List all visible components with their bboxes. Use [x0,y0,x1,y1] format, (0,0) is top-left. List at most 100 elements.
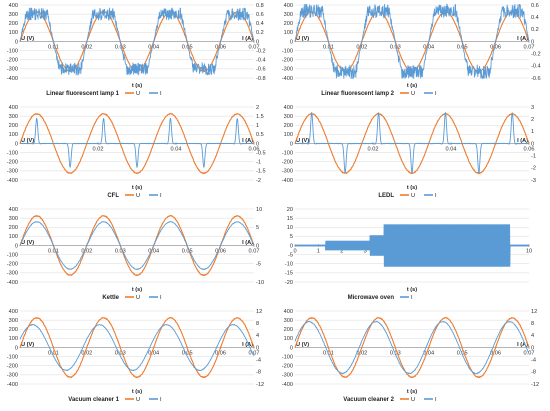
y-tick-right: -0.6 [531,76,541,82]
y-tick-right: 0 [531,345,534,351]
y-tick-left: 400 [9,207,18,213]
y-axis-label-right: I (A) [242,36,253,42]
y-tick-right: 0.8 [256,3,264,9]
x-tick: 0.04 [148,45,159,51]
y-tick-right: 0.2 [531,27,539,33]
y-tick-right: -0.4 [531,64,541,70]
y-tick-right: -8 [531,370,536,376]
y-tick-right: -2 [531,166,536,172]
y-tick-right: -4 [256,357,261,363]
legend-label: U [136,91,140,97]
y-tick-left: -300 [7,373,18,379]
y-axis-label-right: I (A) [242,240,253,246]
chart-svg: 400 300 200 100 0 -100 -200 -300 -400 2 1.5 1 0.5 0 -0… [7,105,266,199]
y-tick-right: 0 [531,141,534,147]
y-tick-right: 0.2 [256,30,264,36]
x-tick: 0.06 [490,351,501,357]
y-tick-left: 100 [284,30,293,36]
series-line [294,224,530,267]
x-tick: 0.03 [115,45,126,51]
chart-panel: 400 300 200 100 0 -100 -200 -300 -400 2 1.5 1 0.5 0 -0… [0,102,275,204]
y-tick-left: -200 [282,160,293,166]
y-axis-label-left: U (V) [296,138,309,144]
series-line [19,7,255,76]
chart-svg: 400 300 200 100 0 -100 -200 -300 -400 10 5 0 -5 -10 0.… [7,207,264,301]
y-axis-label-left: U (V) [21,36,34,42]
y-tick-right: 0.5 [256,132,264,138]
x-tick: 0.07 [249,249,260,255]
y-tick-right: 0.6 [531,3,539,9]
y-tick-left: 400 [9,309,18,315]
y-tick-left: 0 [290,39,293,45]
y-tick-right: -2 [256,178,261,184]
y-tick-left: -100 [282,48,293,54]
legend-label: I [411,295,413,301]
y-tick-right: 10 [256,207,262,213]
y-tick-left: 200 [9,225,18,231]
y-tick-right: 0 [256,141,259,147]
series-line [19,323,255,372]
y-tick-left: -200 [282,58,293,64]
x-tick: 0 [293,249,296,255]
y-tick-right: -10 [256,280,264,286]
y-tick-left: -300 [7,67,18,73]
chart-panel: 400 300 200 100 0 -100 -200 -300 -400 3 2 1 0 -1 -2 -3 0… [275,102,550,204]
y-tick-left: -400 [282,178,293,184]
chart-panel: 400 300 200 100 0 -100 -200 -300 -400 12 8 4 0 -4 -8 -1… [0,306,275,408]
y-tick-right: -12 [531,382,539,388]
x-tick: 0.02 [81,351,92,357]
y-tick-right: 0.4 [531,15,539,21]
x-tick: 0.05 [457,45,468,51]
y-tick-left: -20 [285,280,293,286]
y-tick-right: 0 [256,39,259,45]
y-tick-left: -10 [285,262,293,268]
y-tick-right: 2 [256,105,259,111]
x-tick: 0.04 [171,147,182,153]
legend-label: I [160,295,162,301]
x-tick: 0.03 [390,45,401,51]
chart-panel: 400 300 200 100 0 -100 -200 -300 -400 0.6 0.4 0.2 0 -… [275,0,550,102]
x-tick: 0.06 [490,45,501,51]
chart-panel: 20 15 10 5 0 -5 -10 -15 -20 0 1 2 3 4 5 6 7 8 9 10 t (s) Micr… [275,204,550,306]
y-tick-right: 8 [531,321,534,327]
y-tick-left: -400 [7,178,18,184]
y-tick-left: -200 [7,364,18,370]
y-tick-left: 100 [284,132,293,138]
x-tick: 0.02 [368,147,379,153]
y-tick-left: -200 [7,262,18,268]
chart-title: Linear fluorescent lamp 1 [46,91,119,97]
x-tick: 3 [364,249,367,255]
x-axis-label: t (s) [132,83,142,89]
y-tick-right: -0.2 [531,51,541,57]
y-tick-right: 5 [256,225,259,231]
x-axis-label: t (s) [407,287,417,293]
y-tick-left: -300 [282,373,293,379]
y-tick-right: -0.6 [256,67,266,73]
x-tick: 0.06 [524,147,535,153]
x-tick: 2 [340,249,343,255]
x-tick: 0.04 [423,351,434,357]
y-tick-left: -5 [288,252,293,258]
y-tick-right: -3 [531,178,536,184]
y-tick-left: 200 [284,327,293,333]
x-tick: 0.04 [148,351,159,357]
chart-panel: 400 300 200 100 0 -100 -200 -300 -400 0.8 0.6 0.4 0.… [0,0,275,102]
chart-svg: 400 300 200 100 0 -100 -200 -300 -400 12 8 4 0 -4 -8 -1… [282,309,539,403]
y-tick-left: 300 [9,318,18,324]
y-tick-left: 200 [9,123,18,129]
y-tick-left: -400 [7,76,18,82]
y-tick-left: 100 [9,234,18,240]
chart-title: Kettle [102,295,119,301]
y-tick-right: -0.8 [256,76,266,82]
y-axis-label-left: U (V) [296,342,309,348]
series-line [19,112,255,175]
y-tick-left: -400 [282,76,293,82]
legend-label: I [160,193,162,199]
y-tick-right: 0 [531,39,534,45]
y-tick-left: 300 [9,216,18,222]
y-tick-right: 1.5 [256,114,264,120]
chart-svg: 400 300 200 100 0 -100 -200 -300 -400 0.8 0.6 0.4 0.… [7,3,266,97]
chart-panel: 400 300 200 100 0 -100 -200 -300 -400 12 8 4 0 -4 -8 -1… [275,306,550,408]
x-tick: 10 [526,249,532,255]
y-tick-right: -0.4 [256,58,266,64]
